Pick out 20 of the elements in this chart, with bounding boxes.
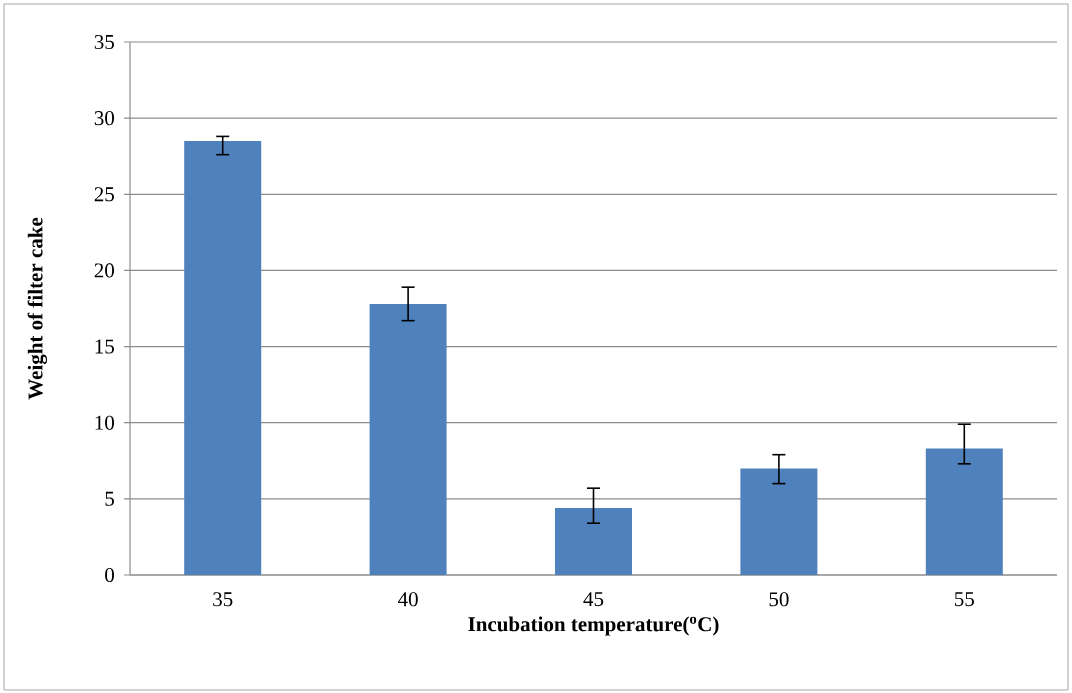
x-tick-label: 55 <box>955 592 974 607</box>
bar <box>925 448 1003 575</box>
y-tick-label: 10 <box>95 415 115 430</box>
y-tick-label: 25 <box>94 187 114 202</box>
y-tick-label: 15 <box>95 339 114 354</box>
bar <box>740 468 818 575</box>
x-tick-label: 50 <box>769 592 789 607</box>
y-tick-label: 20 <box>94 263 115 278</box>
x-tick-label: 40 <box>398 592 418 607</box>
x-tick-label: 35 <box>213 592 233 607</box>
bar <box>184 140 262 575</box>
y-axis-title: Weight of filter cake <box>27 217 48 400</box>
x-axis-title: Incubation temperature($^{o}$C) <box>468 616 719 636</box>
bar <box>369 303 447 575</box>
bar <box>555 507 632 575</box>
y-tick-label: 5 <box>105 491 114 506</box>
y-tick-label: 30 <box>94 111 115 126</box>
y-tick-label: 0 <box>105 567 115 583</box>
x-tick-label: 45 <box>583 592 604 607</box>
y-tick-label: 35 <box>94 34 114 50</box>
